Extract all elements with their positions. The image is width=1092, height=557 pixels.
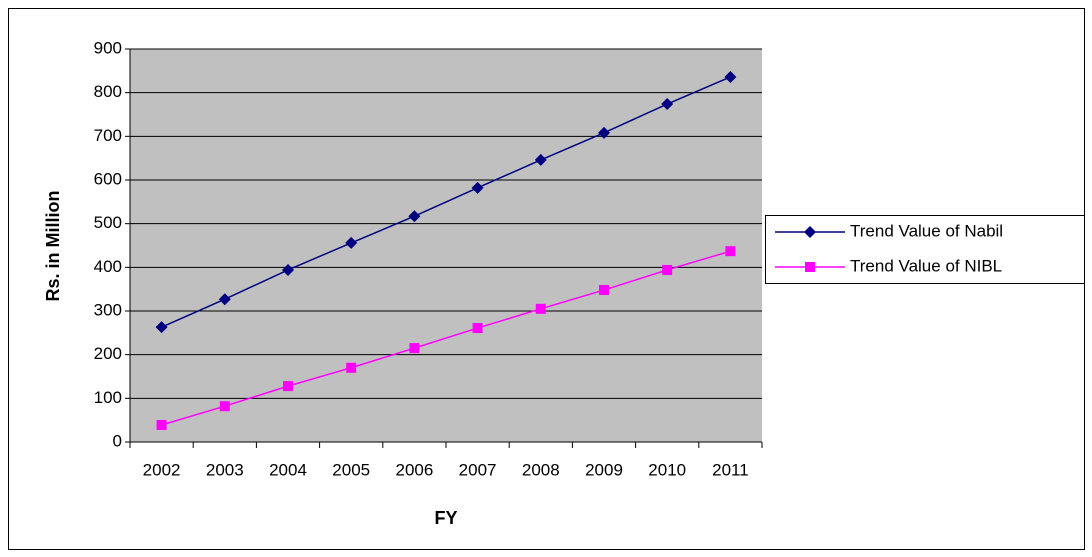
y-tick-label: 0 <box>113 431 122 450</box>
x-tick-label: 2004 <box>269 460 307 479</box>
marker <box>599 285 609 296</box>
marker <box>472 323 483 334</box>
x-axis-label: FY <box>434 508 457 528</box>
y-tick-label: 500 <box>94 213 122 232</box>
marker <box>408 210 421 223</box>
marker <box>345 236 358 249</box>
legend-label: Trend Value of NIBL <box>850 256 1002 275</box>
series-line <box>161 76 731 328</box>
marker <box>471 181 484 194</box>
y-tick-label: 700 <box>94 126 122 145</box>
y-axis-label: Rs. in Million <box>43 191 63 302</box>
marker <box>155 321 168 334</box>
legend-label: Trend Value of Nabil <box>850 221 1003 240</box>
y-tick-label: 200 <box>94 344 122 363</box>
y-tick-label: 900 <box>94 38 122 57</box>
y-tick-label: 600 <box>94 169 122 188</box>
marker <box>534 153 547 166</box>
x-tick-label: 2007 <box>459 460 497 479</box>
marker <box>725 246 736 257</box>
marker <box>156 419 167 430</box>
plot-area <box>130 49 762 442</box>
marker <box>346 362 357 373</box>
legend-box <box>765 215 1085 284</box>
y-tick-label: 800 <box>94 82 122 101</box>
x-tick-label: 2008 <box>522 460 560 479</box>
marker <box>724 70 737 83</box>
y-tick-label: 400 <box>94 257 122 276</box>
marker <box>282 263 294 276</box>
marker <box>804 226 816 238</box>
marker <box>535 303 546 314</box>
marker <box>598 126 610 139</box>
marker <box>283 381 293 392</box>
marker <box>219 401 230 412</box>
marker <box>661 98 674 111</box>
x-tick-label: 2010 <box>648 460 686 479</box>
x-tick-label: 2002 <box>143 460 181 479</box>
x-tick-label: 2003 <box>206 460 244 479</box>
y-tick-label: 300 <box>94 300 122 319</box>
marker <box>409 343 420 354</box>
series-line <box>161 250 731 426</box>
x-tick-label: 2011 <box>712 460 749 479</box>
marker <box>662 264 673 275</box>
y-tick-label: 100 <box>94 388 122 407</box>
marker <box>218 293 231 306</box>
marker <box>805 262 815 272</box>
x-tick-label: 2006 <box>395 460 433 479</box>
x-tick-label: 2005 <box>332 460 370 479</box>
x-tick-label: 2009 <box>585 460 623 479</box>
